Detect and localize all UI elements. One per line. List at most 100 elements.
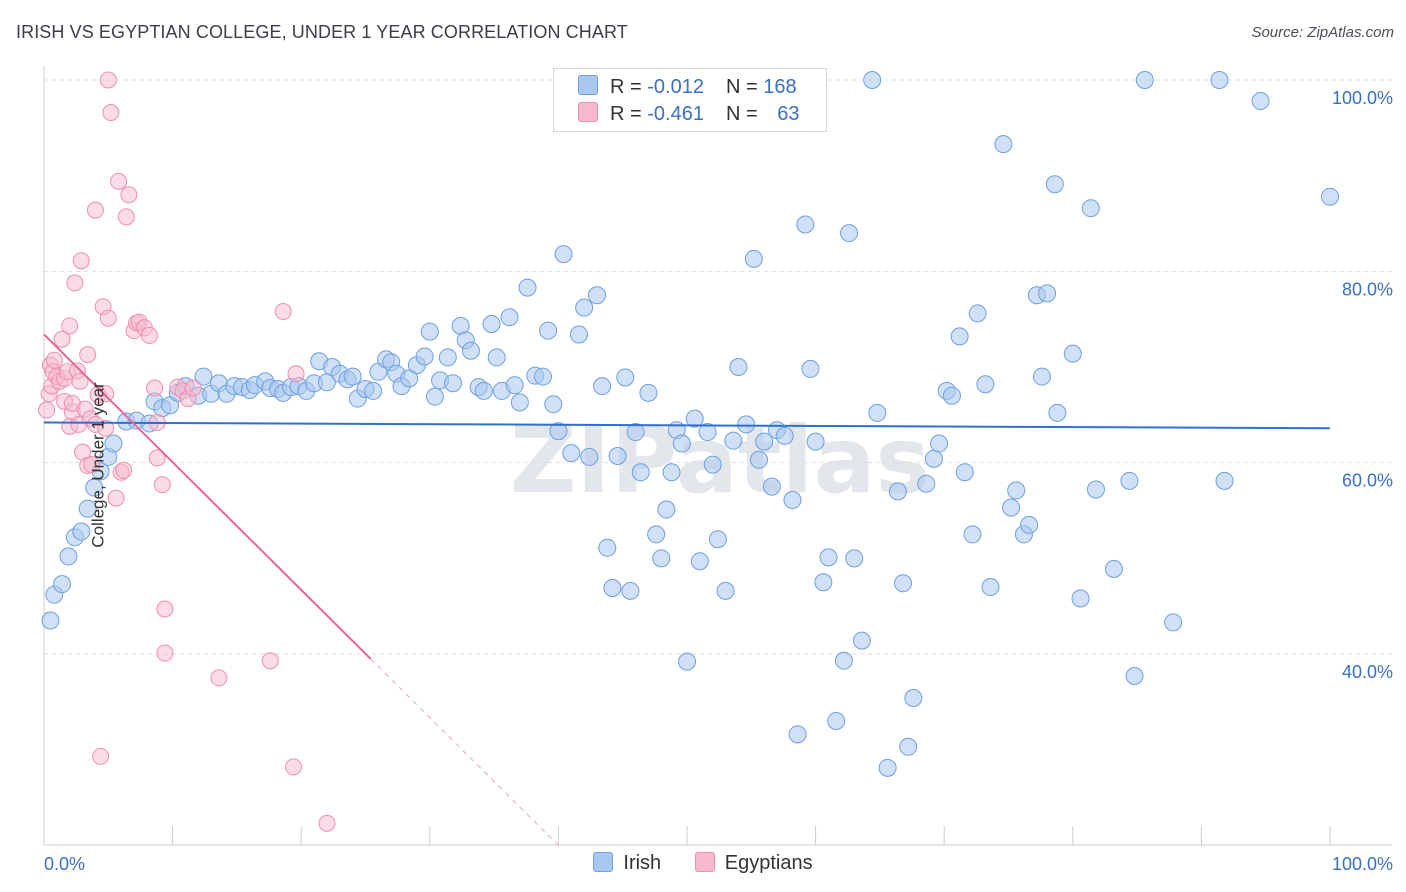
irish-point xyxy=(631,463,650,482)
egyptians-point xyxy=(83,456,101,474)
irish-point xyxy=(1104,559,1123,578)
irish-point xyxy=(1125,667,1144,686)
irish-point xyxy=(593,377,612,396)
egyptians-point xyxy=(110,172,128,190)
irish-point xyxy=(924,449,943,468)
irish-point xyxy=(603,578,622,597)
irish-n-value: 168 xyxy=(763,76,797,98)
irish-point xyxy=(598,538,617,557)
egyptians-point xyxy=(97,385,115,403)
irish-point xyxy=(708,530,727,549)
irish-point xyxy=(840,224,859,243)
irish-point xyxy=(878,758,897,777)
irish-point xyxy=(1045,175,1064,194)
y-axis-label: College, Under 1 year xyxy=(88,382,108,548)
irish-point xyxy=(1120,471,1139,490)
egyptians-point xyxy=(45,351,63,369)
irish-point xyxy=(662,463,681,482)
irish-point xyxy=(626,423,645,442)
egyptians-point xyxy=(99,309,117,327)
irish-point xyxy=(1071,589,1090,608)
egyptians-n-label: N = xyxy=(725,103,764,125)
irish-point xyxy=(85,478,104,497)
irish-point xyxy=(981,578,1000,597)
egyptians-legend-swatch xyxy=(694,852,715,872)
irish-point xyxy=(587,286,606,305)
irish-point xyxy=(814,573,833,592)
irish-point xyxy=(364,381,383,400)
irish-point xyxy=(461,341,480,360)
egyptians-point xyxy=(284,758,302,776)
irish-point xyxy=(788,725,807,744)
irish-point xyxy=(796,215,815,234)
irish-point xyxy=(549,422,568,441)
egyptians-point xyxy=(274,303,292,321)
irish-point xyxy=(569,325,588,344)
irish-point xyxy=(1321,187,1339,206)
y-tick-label: 40.0% xyxy=(1342,662,1393,682)
irish-point xyxy=(827,711,846,730)
irish-point xyxy=(852,631,871,650)
series-legend: Irish Egyptians xyxy=(0,852,1406,875)
irish-point xyxy=(1210,71,1229,89)
irish-point xyxy=(894,574,913,593)
irish-point xyxy=(1251,92,1270,111)
egyptians-point xyxy=(146,379,164,397)
irish-point xyxy=(544,395,563,414)
irish-trend-line xyxy=(43,421,1331,430)
source-label: Source: ZipAtlas.com xyxy=(1251,24,1394,41)
irish-point xyxy=(443,374,462,393)
irish-point xyxy=(1063,344,1082,363)
irish-point xyxy=(834,651,853,670)
x-tick-label: 100.0% xyxy=(1332,854,1393,874)
irish-point xyxy=(963,525,982,544)
irish-point xyxy=(976,375,995,394)
irish-point xyxy=(562,444,581,463)
irish-point xyxy=(819,548,838,567)
irish-point xyxy=(1007,481,1026,500)
irish-point xyxy=(72,522,91,541)
y-tick-label: 100.0% xyxy=(1332,88,1393,108)
irish-point xyxy=(53,575,72,594)
irish-point xyxy=(917,474,936,493)
irish-point xyxy=(690,552,709,571)
egyptians-trend-line xyxy=(43,333,372,660)
irish-point xyxy=(724,431,743,450)
irish-point xyxy=(539,321,558,340)
egyptians-legend-label: Egyptians xyxy=(724,852,813,874)
irish-point xyxy=(775,426,794,445)
egyptians-point xyxy=(86,201,104,219)
irish-point xyxy=(400,369,419,388)
egyptians-n-value: 63 xyxy=(777,103,800,125)
legend-row-irish: R = -0.012 N = 168 xyxy=(578,75,797,99)
irish-point xyxy=(750,450,769,469)
irish-point xyxy=(1135,71,1154,89)
legend-item-egyptians[interactable]: Egyptians xyxy=(694,852,813,875)
irish-point xyxy=(1032,367,1051,386)
egyptians-trend-extension xyxy=(370,658,559,846)
irish-point xyxy=(1038,284,1057,303)
irish-point xyxy=(639,383,658,402)
egyptians-point xyxy=(71,372,89,390)
irish-legend-swatch xyxy=(593,852,614,872)
irish-point xyxy=(1086,480,1105,499)
y-tick-label: 80.0% xyxy=(1342,279,1393,299)
irish-point xyxy=(580,447,599,466)
irish-point xyxy=(783,490,802,509)
egyptians-point xyxy=(184,379,202,397)
irish-point xyxy=(487,348,506,367)
irish-point xyxy=(420,322,439,341)
egyptians-point xyxy=(53,330,71,348)
irish-point xyxy=(438,348,457,367)
legend-item-irish[interactable]: Irish xyxy=(593,852,661,875)
stats-legend: R = -0.012 N = 168 R = -0.461 N = 63 xyxy=(553,68,827,132)
egyptians-point xyxy=(117,208,135,226)
egyptians-point xyxy=(92,747,110,765)
irish-point xyxy=(59,547,78,566)
irish-point xyxy=(672,434,691,453)
irish-point xyxy=(652,549,671,568)
egyptians-point xyxy=(140,326,158,344)
egyptians-r-value: -0.461 xyxy=(647,103,704,125)
egyptians-point xyxy=(120,186,138,204)
